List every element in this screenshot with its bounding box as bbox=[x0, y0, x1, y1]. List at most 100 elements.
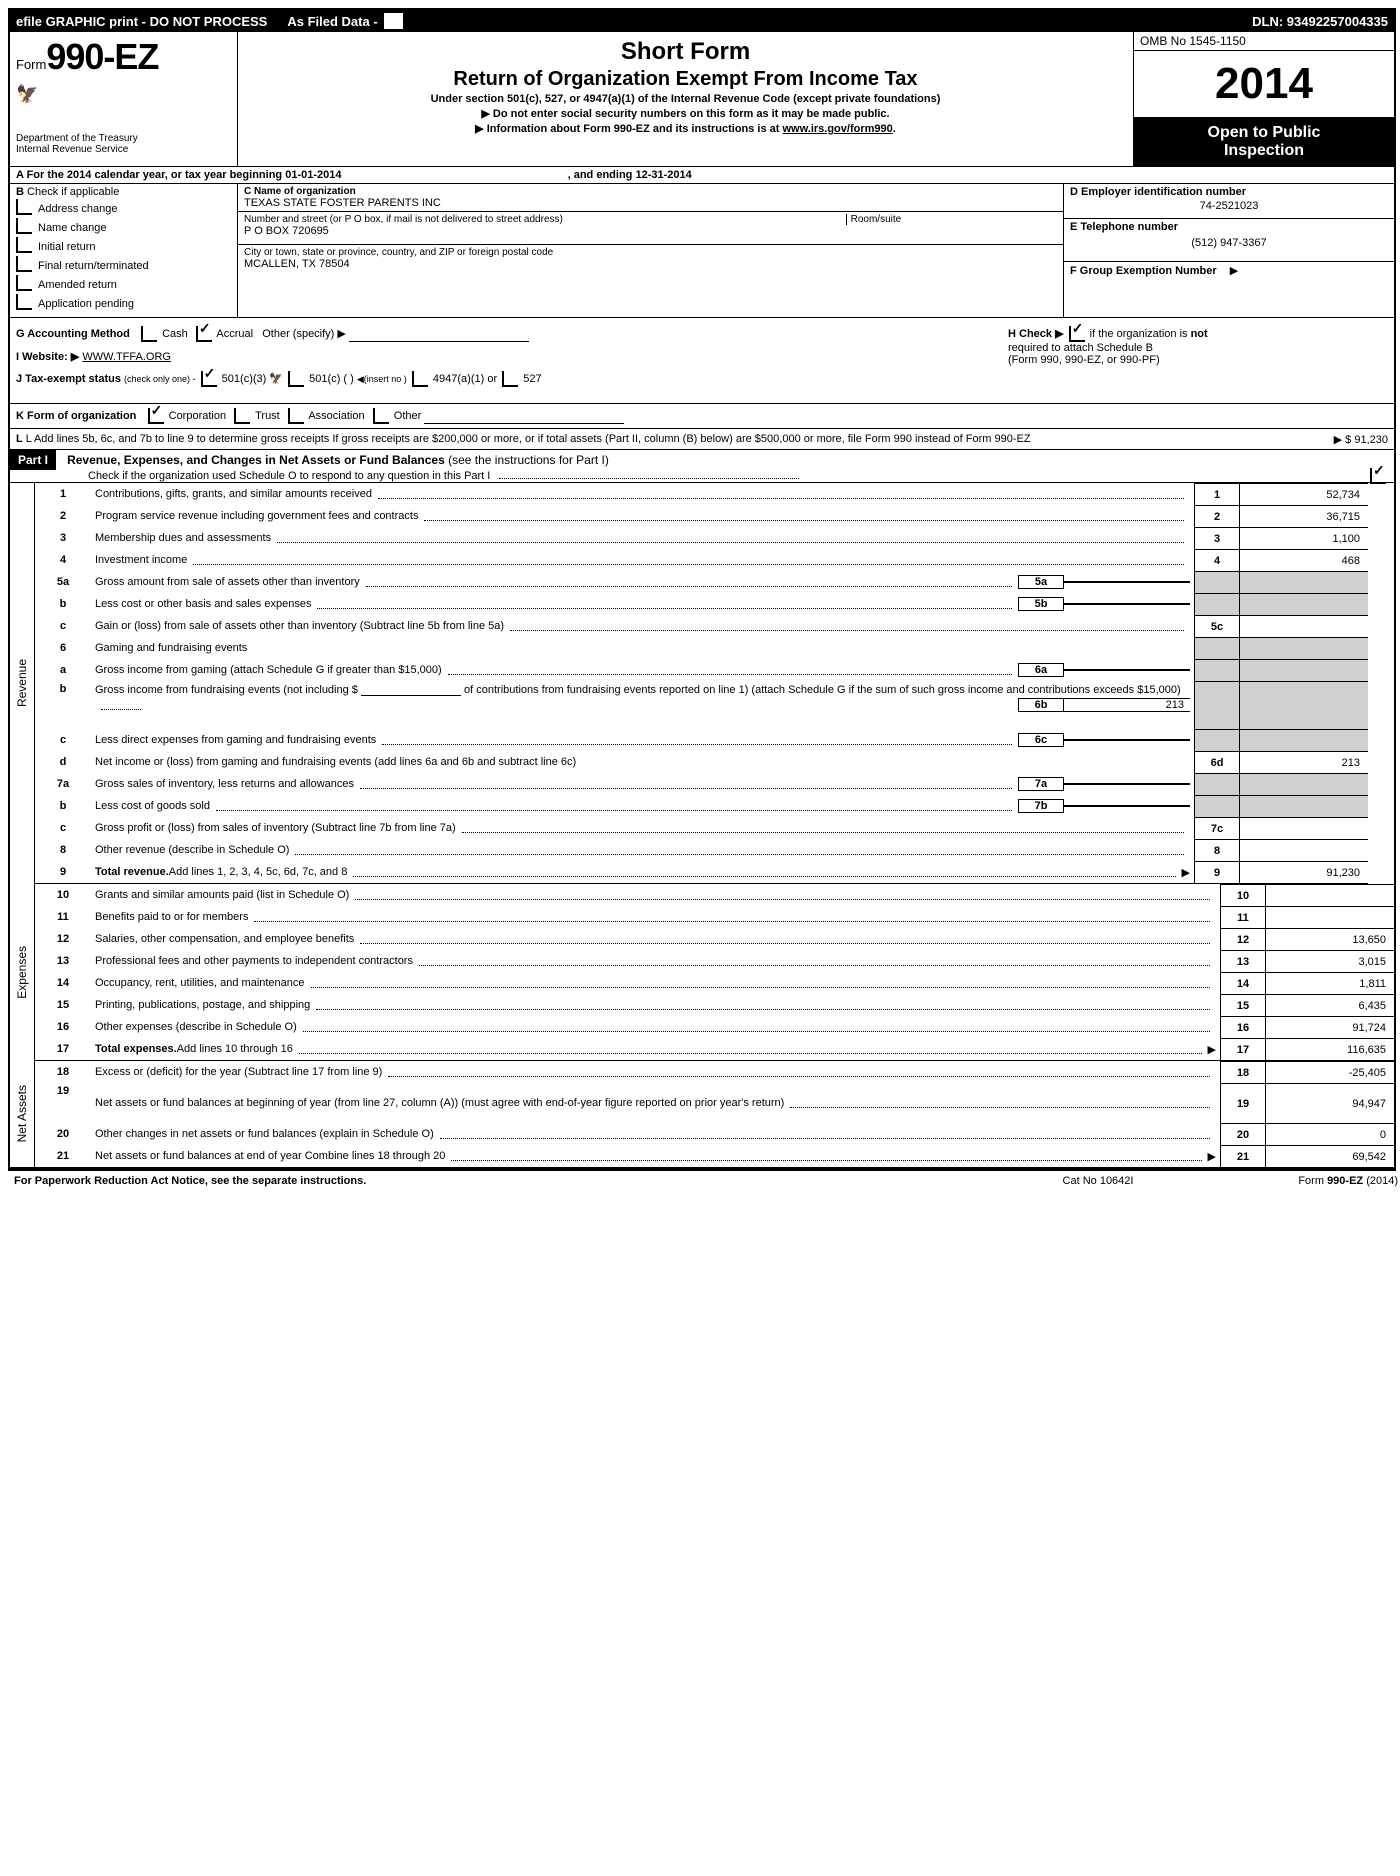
efile-topbar: efile GRAPHIC print - DO NOT PROCESS As … bbox=[10, 10, 1394, 32]
line-5a: 5a Gross amount from sale of assets othe… bbox=[35, 571, 1368, 593]
line-7c: c Gross profit or (loss) from sales of i… bbox=[35, 817, 1368, 839]
col-c: C Name of organization TEXAS STATE FOSTE… bbox=[238, 184, 1063, 317]
col-def: D Employer identification number 74-2521… bbox=[1063, 184, 1394, 317]
group-exemption-label: F Group Exemption Number bbox=[1070, 265, 1217, 277]
chk-corporation[interactable] bbox=[148, 408, 164, 424]
open-line2: Inspection bbox=[1134, 142, 1394, 160]
line-10: 10 Grants and similar amounts paid (list… bbox=[35, 884, 1394, 906]
line-2-value: 36,715 bbox=[1240, 505, 1368, 527]
line-14: 14 Occupancy, rent, utilities, and maint… bbox=[35, 972, 1394, 994]
header-center: Short Form Return of Organization Exempt… bbox=[238, 32, 1133, 166]
row-l-gross-receipts: L L Add lines 5b, 6c, and 7b to line 9 t… bbox=[10, 429, 1394, 450]
chk-cash[interactable] bbox=[141, 326, 157, 342]
form-990ez-page: efile GRAPHIC print - DO NOT PROCESS As … bbox=[8, 8, 1396, 1171]
line-19: 19 Net assets or fund balances at beginn… bbox=[35, 1083, 1394, 1123]
expenses-section: Expenses 10 Grants and similar amounts p… bbox=[10, 884, 1394, 1061]
chk-address-change: Address change bbox=[16, 201, 231, 217]
part-1-header: Part I Revenue, Expenses, and Changes in… bbox=[10, 450, 1394, 483]
addr-label: Number and street (or P O box, if mail i… bbox=[244, 214, 563, 225]
chk-association[interactable] bbox=[288, 408, 304, 424]
dln: DLN: 93492257004335 bbox=[1252, 14, 1394, 29]
line-21-value: 69,542 bbox=[1266, 1145, 1394, 1167]
line-6: 6 Gaming and fundraising events bbox=[35, 637, 1368, 659]
row-j-tax-exempt: J Tax-exempt status (check only one) - 5… bbox=[16, 371, 996, 387]
chk-4947a1[interactable] bbox=[412, 371, 428, 387]
part-1-sub: Check if the organization used Schedule … bbox=[10, 470, 1394, 482]
arrow-icon: ▶ bbox=[1208, 1043, 1216, 1056]
arrow-icon: ▶ bbox=[1334, 434, 1342, 446]
header-right: OMB No 1545-1150 2014 Open to Public Ins… bbox=[1133, 32, 1394, 166]
chk-501c[interactable] bbox=[288, 371, 304, 387]
chk-trust[interactable] bbox=[234, 408, 250, 424]
h-col: H Check ▶ if the organization is not req… bbox=[1002, 318, 1394, 403]
row-i-website: I Website: ▶ WWW.TFFA.ORG bbox=[16, 350, 996, 363]
chk-accrual[interactable] bbox=[196, 326, 212, 342]
line-7a-value bbox=[1064, 783, 1190, 785]
checkbox-icon[interactable] bbox=[16, 218, 32, 234]
chk-schedule-o-used[interactable] bbox=[1370, 468, 1386, 484]
revenue-section: Revenue 1 Contributions, gifts, grants, … bbox=[10, 483, 1368, 884]
name-label: C Name of organization bbox=[244, 186, 1057, 197]
line-5a-value bbox=[1064, 581, 1190, 583]
net-assets-section: Net Assets 18 Excess or (deficit) for th… bbox=[10, 1061, 1394, 1169]
chk-501c3[interactable] bbox=[201, 371, 217, 387]
cat-no: Cat No 10642I bbox=[998, 1175, 1198, 1187]
other-org-field[interactable] bbox=[424, 411, 624, 424]
line-1-value: 52,734 bbox=[1240, 483, 1368, 505]
row-a-mid: , and ending bbox=[568, 169, 636, 181]
col-b-header: B Check if applicable bbox=[16, 186, 231, 198]
checkbox-icon[interactable] bbox=[16, 294, 32, 310]
line-6a-value bbox=[1064, 669, 1190, 671]
irs-form990-link[interactable]: www.irs.gov/form990 bbox=[783, 123, 893, 135]
line-6a: a Gross income from gaming (attach Sched… bbox=[35, 659, 1368, 681]
line-15-value: 6,435 bbox=[1266, 994, 1394, 1016]
line-14-value: 1,811 bbox=[1266, 972, 1394, 994]
note-info: ▶ Information about Form 990-EZ and its … bbox=[248, 122, 1123, 135]
page-footer: For Paperwork Reduction Act Notice, see … bbox=[8, 1171, 1400, 1191]
main-title: Return of Organization Exempt From Incom… bbox=[248, 68, 1123, 91]
website-link[interactable]: WWW.TFFA.ORG bbox=[82, 351, 171, 363]
chk-amended-return: Amended return bbox=[16, 277, 231, 293]
as-filed-box bbox=[384, 13, 403, 29]
checkbox-icon[interactable] bbox=[16, 237, 32, 253]
line-10-value bbox=[1266, 884, 1394, 906]
street-address: P O BOX 720695 bbox=[244, 225, 1057, 237]
expenses-side-label: Expenses bbox=[10, 884, 35, 1061]
row-a-pre: A For the 2014 calendar year, or tax yea… bbox=[16, 169, 285, 181]
line-9-value: 91,230 bbox=[1240, 861, 1368, 883]
line-3-value: 1,100 bbox=[1240, 527, 1368, 549]
row-k-form-org: K Form of organization Corporation Trust… bbox=[10, 404, 1394, 429]
chk-other-org[interactable] bbox=[373, 408, 389, 424]
checkbox-icon[interactable] bbox=[16, 275, 32, 291]
checkbox-icon[interactable] bbox=[16, 199, 32, 215]
line-15: 15 Printing, publications, postage, and … bbox=[35, 994, 1394, 1016]
form-header: Form990-EZ 🦅 Department of the Treasury … bbox=[10, 32, 1394, 167]
contribution-blank-field[interactable] bbox=[361, 683, 461, 696]
row-a-begin: 01-01-2014 bbox=[285, 169, 341, 181]
checkbox-icon[interactable] bbox=[16, 256, 32, 272]
part-1-title: Revenue, Expenses, and Changes in Net As… bbox=[59, 453, 609, 467]
line-4: 4 Investment income 4 468 bbox=[35, 549, 1368, 571]
part-1-label: Part I bbox=[10, 450, 56, 470]
irs-seal-icon: 🦅 bbox=[16, 84, 38, 105]
line-17: 17 Total expenses. Add lines 10 through … bbox=[35, 1038, 1394, 1061]
org-name: TEXAS STATE FOSTER PARENTS INC bbox=[244, 197, 1057, 209]
arrow-icon: ▶ bbox=[1230, 265, 1238, 277]
addr-label-row: Number and street (or P O box, if mail i… bbox=[244, 214, 1057, 225]
line-7b-value bbox=[1064, 805, 1190, 807]
city-value: MCALLEN, TX 78504 bbox=[244, 258, 1057, 270]
line-13-value: 3,015 bbox=[1266, 950, 1394, 972]
line-9: 9 Total revenue. Add lines 1, 2, 3, 4, 5… bbox=[35, 861, 1368, 884]
addr-row: Number and street (or P O box, if mail i… bbox=[238, 212, 1063, 245]
city-row: City or town, state or province, country… bbox=[238, 245, 1063, 277]
arrow-icon: ▶ bbox=[1208, 1150, 1216, 1163]
chk-schedule-b-not-required[interactable] bbox=[1069, 326, 1085, 342]
line-18: 18 Excess or (deficit) for the year (Sub… bbox=[35, 1061, 1394, 1083]
chk-527[interactable] bbox=[502, 371, 518, 387]
subtitle: Under section 501(c), 527, or 4947(a)(1)… bbox=[248, 93, 1123, 105]
line-8-value bbox=[1240, 839, 1368, 861]
gh-row: G Accounting Method Cash Accrual Other (… bbox=[10, 318, 1394, 404]
other-specify-field[interactable] bbox=[349, 329, 529, 342]
open-line1: Open to Public bbox=[1134, 124, 1394, 142]
l-amount: $ 91,230 bbox=[1345, 434, 1388, 446]
